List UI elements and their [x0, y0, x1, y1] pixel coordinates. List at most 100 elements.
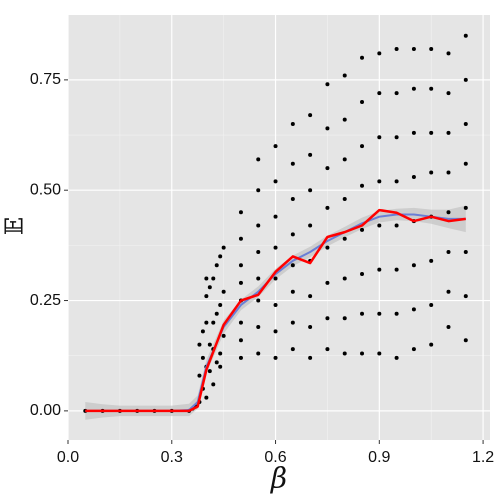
- point: [325, 126, 330, 131]
- point: [290, 289, 295, 294]
- point: [308, 188, 313, 193]
- point: [446, 170, 451, 175]
- point: [377, 223, 382, 228]
- mean-line: [85, 208, 466, 413]
- point: [429, 170, 434, 175]
- point: [325, 82, 330, 87]
- x-tick-label: 0.0: [57, 449, 79, 466]
- point: [290, 263, 295, 268]
- point: [273, 245, 278, 250]
- point: [360, 227, 365, 232]
- point: [290, 161, 295, 166]
- point: [200, 329, 205, 334]
- point: [394, 46, 399, 51]
- point: [204, 276, 209, 281]
- point: [204, 294, 209, 299]
- point: [238, 338, 243, 343]
- point: [218, 254, 223, 259]
- point: [204, 395, 209, 400]
- point: [394, 311, 399, 316]
- point: [214, 263, 219, 268]
- point: [394, 91, 399, 96]
- x-tick-label: 1.2: [472, 449, 494, 466]
- point: [429, 130, 434, 135]
- point: [290, 122, 295, 127]
- y-tick-label: 0.00: [30, 402, 61, 419]
- point: [325, 166, 330, 171]
- point: [308, 223, 313, 228]
- point: [273, 355, 278, 360]
- point: [360, 183, 365, 188]
- point: [394, 179, 399, 184]
- point: [411, 86, 416, 91]
- point: [446, 210, 451, 215]
- point: [273, 329, 278, 334]
- point: [290, 197, 295, 202]
- point: [256, 249, 261, 254]
- point: [256, 325, 261, 330]
- point: [308, 355, 313, 360]
- grid: [67, 15, 490, 440]
- point: [463, 294, 468, 299]
- point: [308, 113, 313, 118]
- panel: [68, 15, 490, 440]
- point: [238, 320, 243, 325]
- point: [308, 294, 313, 299]
- point: [342, 276, 347, 281]
- point: [221, 333, 226, 338]
- x-axis-title: β: [270, 462, 287, 495]
- point: [221, 245, 226, 250]
- point: [360, 144, 365, 149]
- point: [463, 161, 468, 166]
- point: [197, 342, 202, 347]
- point: [446, 91, 451, 96]
- y-tick-label: 0.75: [30, 71, 61, 88]
- point: [238, 280, 243, 285]
- point: [429, 302, 434, 307]
- point: [256, 351, 261, 356]
- point: [342, 236, 347, 241]
- point: [377, 135, 382, 140]
- point: [290, 347, 295, 352]
- point: [197, 373, 202, 378]
- point: [411, 174, 416, 179]
- point: [218, 364, 223, 369]
- x-tick-label: 0.6: [264, 449, 286, 466]
- y-axis-title: 𝔼: [1, 217, 29, 235]
- point: [446, 289, 451, 294]
- layer: [83, 33, 468, 420]
- point: [211, 276, 216, 281]
- point: [377, 51, 382, 56]
- point: [429, 46, 434, 51]
- point: [446, 249, 451, 254]
- point: [411, 263, 416, 268]
- point: [342, 316, 347, 321]
- point: [411, 130, 416, 135]
- point: [394, 267, 399, 272]
- point: [204, 320, 209, 325]
- point: [218, 351, 223, 356]
- point: [325, 280, 330, 285]
- point: [394, 223, 399, 228]
- x-tick-label: 0.3: [161, 449, 183, 466]
- point: [342, 73, 347, 78]
- point: [238, 236, 243, 241]
- point: [360, 272, 365, 277]
- point: [463, 205, 468, 210]
- point: [360, 351, 365, 356]
- point: [214, 360, 219, 365]
- point: [221, 289, 226, 294]
- point: [273, 214, 278, 219]
- point: [256, 223, 261, 228]
- point: [308, 325, 313, 330]
- point: [463, 33, 468, 38]
- point: [256, 276, 261, 281]
- point: [211, 382, 216, 387]
- point: [377, 267, 382, 272]
- point: [377, 91, 382, 96]
- point: [256, 157, 261, 162]
- point: [256, 188, 261, 193]
- point: [238, 210, 243, 215]
- point: [325, 205, 330, 210]
